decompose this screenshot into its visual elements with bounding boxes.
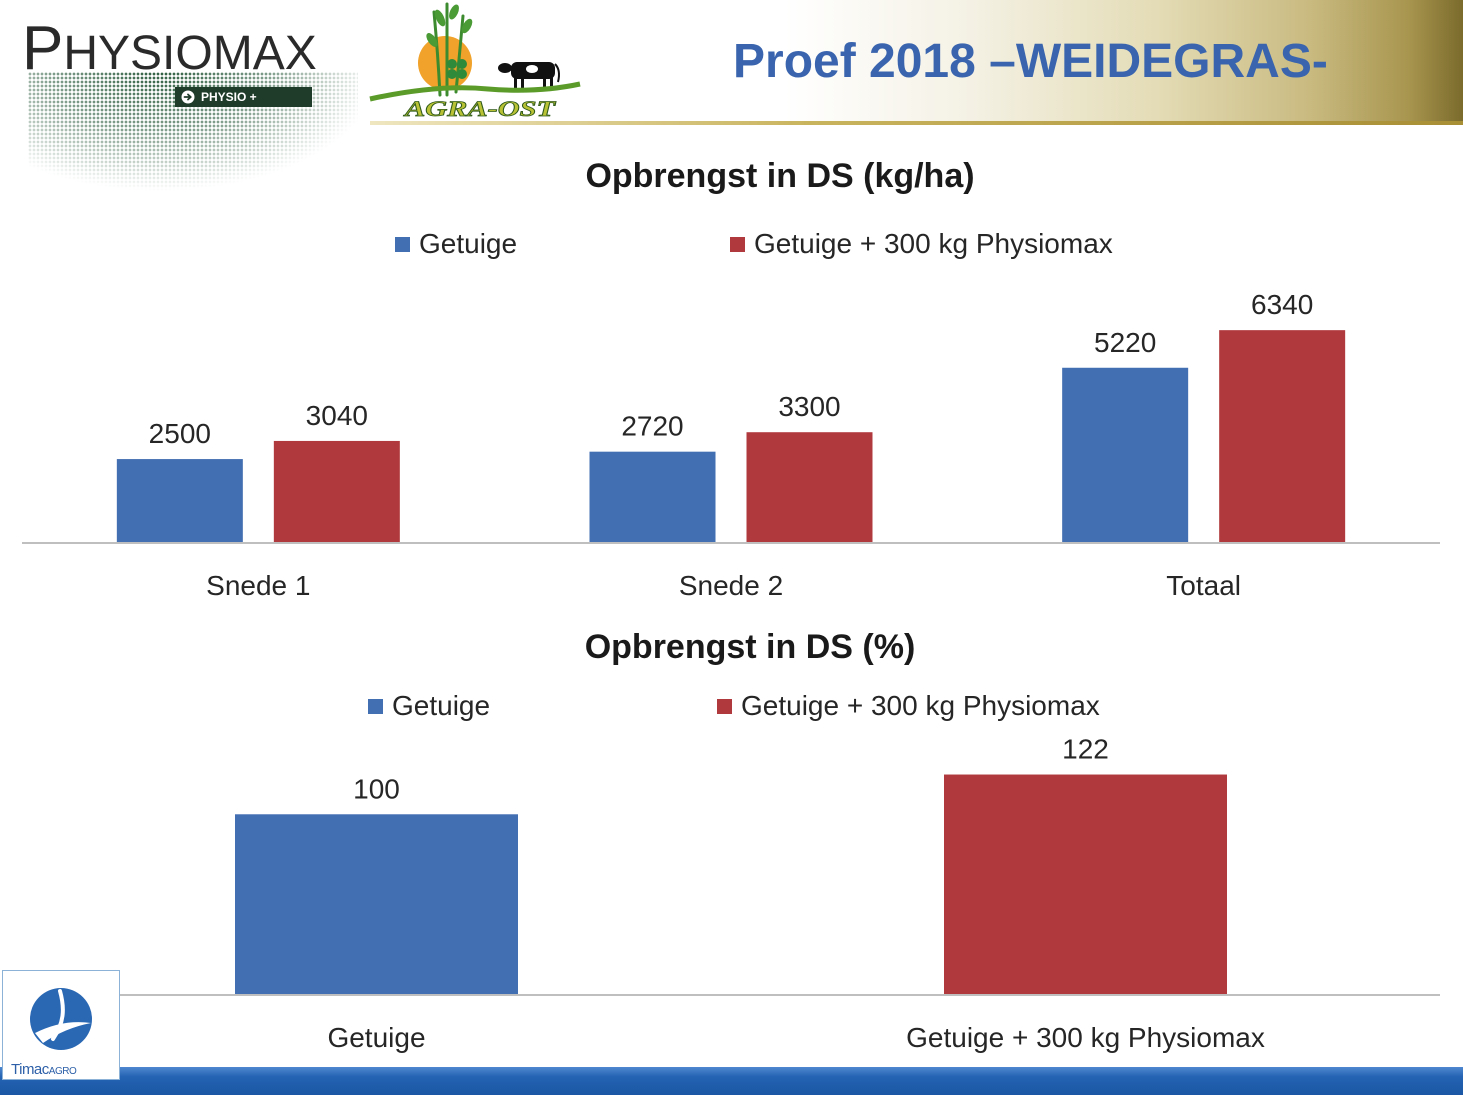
data-label: 3040 xyxy=(306,400,368,431)
legend-label: Getuige xyxy=(419,228,518,259)
agra-ost-logo: AGRA-OST xyxy=(369,2,581,121)
plant-icon xyxy=(426,2,473,97)
timac-brand: Timac xyxy=(11,1061,49,1078)
data-label: 5220 xyxy=(1094,327,1156,358)
category-label: Getuige + 300 kg Physiomax xyxy=(906,1022,1265,1053)
header-divider xyxy=(370,121,1463,125)
data-label: 122 xyxy=(1062,734,1109,765)
legend-label: Getuige xyxy=(392,690,491,721)
bar xyxy=(944,774,1227,995)
physiomax-logo: PHYSIOMAX PHYSIO + xyxy=(0,0,365,210)
timac-suffix: AGRO xyxy=(48,1066,77,1077)
data-label: 3300 xyxy=(778,391,840,422)
bar xyxy=(235,814,518,995)
data-label: 2720 xyxy=(621,411,683,442)
physiomax-wordmark: PHYSIOMAX xyxy=(22,14,317,83)
category-label: Snede 1 xyxy=(206,570,310,601)
legend-swatch xyxy=(395,236,410,252)
bar xyxy=(1062,367,1189,543)
legend-item-getuige-physiomax: Getuige + 300 kg Physiomax xyxy=(730,229,1113,259)
badge-label: PHYSIO + xyxy=(201,90,257,104)
legend-swatch xyxy=(730,236,745,252)
agra-ost-wordmark: AGRA-OST xyxy=(402,96,557,121)
bar xyxy=(1219,330,1346,543)
footer-band xyxy=(0,1067,1463,1095)
bar xyxy=(589,451,716,543)
timac-sail-icon xyxy=(30,988,92,1050)
legend-item-getuige: Getuige xyxy=(368,691,490,721)
clover-icon xyxy=(447,59,467,79)
category-label: Totaal xyxy=(1166,570,1241,601)
legend-label: Getuige + 300 kg Physiomax xyxy=(754,228,1113,259)
chart-title: Opbrengst in DS (kg/ha) xyxy=(585,157,975,195)
header-band xyxy=(370,0,1463,122)
chart-plot-area: 2500 3040 Snede 1 2720 3300 Snede 2 5220 6340 To… xyxy=(22,289,1440,601)
arrow-right-circle-icon xyxy=(181,90,195,104)
category-label: Snede 2 xyxy=(679,570,783,601)
ground-swoosh xyxy=(369,81,581,102)
data-label: 2500 xyxy=(149,418,211,449)
timac-agro-logo: TimacAGRO xyxy=(2,970,120,1080)
physio-plus-badge: PHYSIO + xyxy=(175,87,312,107)
chart-title: Opbrengst in DS (%) xyxy=(584,628,916,666)
slide-title: Proef 2018 –WEIDEGRAS- xyxy=(733,35,1328,88)
data-label: 100 xyxy=(353,773,400,804)
category-label: Getuige xyxy=(327,1022,425,1053)
cow-icon xyxy=(498,62,560,88)
legend-item-getuige-physiomax: Getuige + 300 kg Physiomax xyxy=(717,691,1100,721)
bar xyxy=(273,440,400,543)
data-label: 6340 xyxy=(1251,289,1313,320)
legend-item-getuige: Getuige xyxy=(395,229,517,259)
bar xyxy=(116,459,243,543)
timac-wordmark: TimacAGRO xyxy=(11,1061,77,1079)
bar xyxy=(746,432,873,543)
chart-plot-area: 100 Getuige 122 Getuige + 300 kg Physiomax xyxy=(22,734,1440,1053)
legend-swatch xyxy=(368,698,383,714)
legend-label: Getuige + 300 kg Physiomax xyxy=(741,690,1100,721)
legend-swatch xyxy=(717,698,732,714)
